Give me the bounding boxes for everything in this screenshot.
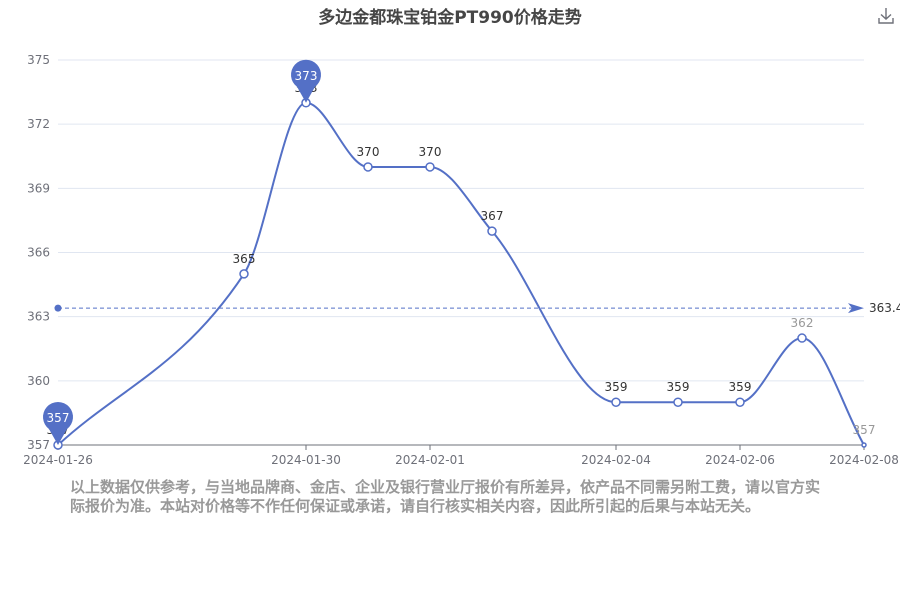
data-point bbox=[425, 162, 435, 172]
data-point bbox=[673, 397, 683, 407]
data-label: 365 bbox=[233, 252, 256, 266]
price-line-chart: 357 360 363 366 369 372 375 2024-01-26 2024-01-3… bbox=[23, 53, 900, 467]
x-tick-label: 2024-02-01 bbox=[395, 453, 465, 467]
y-tick-label: 372 bbox=[27, 117, 50, 131]
y-tick-label: 363 bbox=[27, 310, 50, 324]
average-line-arrow bbox=[848, 303, 864, 314]
x-tick-label: 2024-01-30 bbox=[271, 453, 341, 467]
data-point bbox=[363, 162, 373, 172]
disclaimer-text: 以上数据仅供参考，与当地品牌商、金店、企业及银行营业厅报价有所差异，依产品不同需… bbox=[70, 478, 821, 515]
min-mark-pin: 357 bbox=[43, 402, 74, 445]
y-tick-label: 375 bbox=[27, 53, 50, 67]
max-mark-pin: 373 bbox=[291, 59, 322, 103]
x-tick-label: 2024-02-08 bbox=[829, 453, 899, 467]
download-icon[interactable] bbox=[876, 6, 896, 26]
average-line-label: 363.4 bbox=[869, 301, 900, 315]
mark-pin-shape bbox=[291, 59, 322, 103]
y-tick-label: 366 bbox=[27, 246, 50, 260]
data-point bbox=[239, 269, 249, 279]
mark-pin-label: 357 bbox=[47, 411, 70, 425]
data-point bbox=[487, 226, 497, 236]
chart-title: 多边金都珠宝铂金PT990价格走势 bbox=[318, 8, 582, 28]
x-tick-label: 2024-01-26 bbox=[23, 453, 93, 467]
y-tick-label: 369 bbox=[27, 181, 50, 195]
x-tick-label: 2024-02-04 bbox=[581, 453, 651, 467]
data-point bbox=[735, 397, 745, 407]
y-tick-label: 357 bbox=[27, 438, 50, 452]
data-point bbox=[611, 397, 621, 407]
data-label: 367 bbox=[481, 209, 504, 223]
data-label: 370 bbox=[419, 145, 442, 159]
data-label: 370 bbox=[357, 145, 380, 159]
data-label: 359 bbox=[667, 380, 690, 394]
data-point bbox=[797, 333, 807, 343]
mark-pin-shape bbox=[43, 402, 74, 445]
x-tick-label: 2024-02-06 bbox=[705, 453, 775, 467]
data-label: 357 bbox=[853, 423, 876, 437]
data-point bbox=[861, 442, 867, 448]
y-tick-label: 360 bbox=[27, 374, 50, 388]
mark-pin-label: 373 bbox=[295, 69, 318, 83]
data-label: 359 bbox=[605, 380, 628, 394]
data-label: 359 bbox=[729, 380, 752, 394]
series-line bbox=[57, 101, 865, 446]
data-label: 362 bbox=[791, 316, 814, 330]
